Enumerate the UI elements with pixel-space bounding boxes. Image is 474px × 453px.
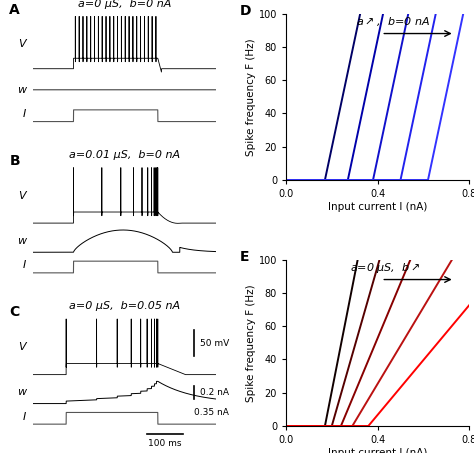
Text: I: I xyxy=(23,412,26,422)
Text: w: w xyxy=(17,236,26,246)
Text: a=0 μS,  b=0 nA: a=0 μS, b=0 nA xyxy=(78,0,172,9)
Text: a=0.01 μS,  b=0 nA: a=0.01 μS, b=0 nA xyxy=(69,150,180,160)
Text: I: I xyxy=(23,109,26,119)
X-axis label: Input current I (nA): Input current I (nA) xyxy=(328,202,428,212)
X-axis label: Input current I (nA): Input current I (nA) xyxy=(328,448,428,453)
Text: D: D xyxy=(240,4,252,18)
Text: V: V xyxy=(18,191,26,201)
Text: $a$$\nearrow$,  $b$=0 nA: $a$$\nearrow$, $b$=0 nA xyxy=(356,15,429,29)
Text: a=0 μS,  b=0.05 nA: a=0 μS, b=0.05 nA xyxy=(69,301,180,311)
Text: w: w xyxy=(17,387,26,397)
Y-axis label: Spike frequency F (Hz): Spike frequency F (Hz) xyxy=(246,284,256,401)
Text: 100 ms: 100 ms xyxy=(148,439,182,448)
Y-axis label: Spike frequency F (Hz): Spike frequency F (Hz) xyxy=(246,38,256,155)
Text: $a$=0 μS,  $b$$\nearrow$: $a$=0 μS, $b$$\nearrow$ xyxy=(350,261,421,275)
Text: 50 mV: 50 mV xyxy=(200,339,229,347)
Text: C: C xyxy=(9,305,19,319)
Text: A: A xyxy=(9,3,20,17)
Text: E: E xyxy=(240,250,250,264)
Text: B: B xyxy=(9,154,20,168)
Text: I: I xyxy=(23,260,26,270)
Text: V: V xyxy=(18,342,26,352)
Text: V: V xyxy=(18,39,26,49)
Text: 0.2 nA: 0.2 nA xyxy=(200,388,229,397)
Text: 0.35 nA: 0.35 nA xyxy=(194,409,229,418)
Text: w: w xyxy=(17,85,26,95)
